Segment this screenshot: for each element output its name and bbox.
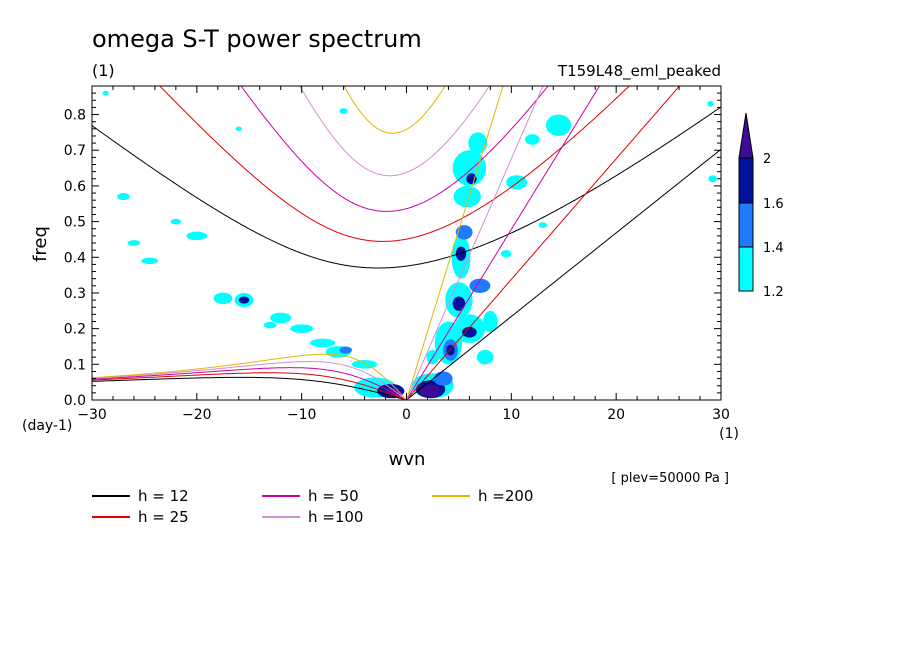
x-tick-label: 30 xyxy=(712,407,730,423)
contour-blob xyxy=(468,132,488,154)
contour-blob xyxy=(462,326,477,338)
legend: h = 12 h = 25 h = 50 h =100 h =200 xyxy=(92,487,533,526)
y-tick-label: 0.3 xyxy=(64,286,86,302)
x-tick-label: 10 xyxy=(502,407,520,423)
y-tick-label: 0.8 xyxy=(64,108,86,124)
y-axis: 0.0 0.1 0.2 0.3 0.4 0.5 0.6 0.7 0.8 xyxy=(64,92,721,409)
y-axis-label: freq xyxy=(30,226,51,262)
x-axis-label: wvn xyxy=(389,449,426,470)
contour-blob xyxy=(127,240,141,246)
contour-blob xyxy=(483,310,498,333)
contour-blob xyxy=(452,150,487,186)
plev-annotation: [ plev=50000 Pa ] xyxy=(611,471,729,486)
colorbar-label: 2 xyxy=(763,152,771,167)
colorbar-label: 1.6 xyxy=(763,197,784,212)
colorbar-swatch xyxy=(738,246,754,292)
contour-fills xyxy=(102,90,717,399)
chart-title: omega S-T power spectrum xyxy=(92,25,422,53)
contour-blob xyxy=(141,257,159,265)
y-tick-label: 0.1 xyxy=(64,357,86,373)
dispersion-line xyxy=(92,361,406,400)
dispersion-line xyxy=(406,86,601,400)
y-tick-label: 0.4 xyxy=(64,250,86,266)
y-unit-label: (day-1) xyxy=(22,418,72,434)
y-tick-label: 0.0 xyxy=(64,393,86,409)
dispersion-line xyxy=(92,376,406,400)
legend-label: h = 25 xyxy=(138,508,189,526)
contour-blob xyxy=(538,222,547,229)
x-tick-label: −10 xyxy=(287,407,317,423)
contour-blob xyxy=(707,100,714,107)
contour-blob xyxy=(290,324,314,333)
dispersion-line xyxy=(406,86,681,400)
chart-subtitle-left: (1) xyxy=(92,61,115,80)
dispersion-line xyxy=(92,372,406,400)
contour-blob xyxy=(419,384,441,398)
colorbar-swatch xyxy=(738,157,754,204)
dispersion-line xyxy=(92,367,406,400)
y-tick-label: 0.7 xyxy=(64,143,86,159)
y-tick-label: 0.6 xyxy=(64,179,86,195)
x-axis: −30 −20 −10 0 10 20 30 xyxy=(77,86,730,423)
contour-blob xyxy=(476,350,494,365)
contour-blob xyxy=(455,246,467,261)
contour-blob xyxy=(186,231,208,241)
contour-blob xyxy=(235,126,242,131)
colorbar: 1.2 1.4 1.6 2 xyxy=(738,112,784,300)
contour-blob xyxy=(433,371,453,386)
contour-blob xyxy=(270,312,292,324)
contour-blob xyxy=(238,296,250,304)
dispersion-line xyxy=(406,86,544,400)
y-tick-label: 0.2 xyxy=(64,322,86,338)
plot-frame xyxy=(91,85,722,401)
contour-blob xyxy=(708,175,717,183)
colorbar-label: 1.4 xyxy=(763,241,784,256)
colorbar-label: 1.2 xyxy=(763,285,784,300)
legend-label: h = 12 xyxy=(138,487,189,505)
dispersion-line xyxy=(406,148,721,400)
dispersion-line xyxy=(299,86,490,177)
contour-blob xyxy=(117,193,130,201)
x-tick-label: 0 xyxy=(402,407,411,423)
contour-blob xyxy=(102,90,109,96)
contour-blob xyxy=(452,296,466,311)
contour-blob xyxy=(524,134,540,145)
x-tick-label: 20 xyxy=(607,407,625,423)
y-tick-label: 0.5 xyxy=(64,215,86,231)
dispersion-line xyxy=(343,86,446,134)
colorbar-swatch xyxy=(738,112,754,159)
x-tick-label: −20 xyxy=(182,407,212,423)
legend-label: h = 50 xyxy=(308,487,359,505)
contour-blob xyxy=(263,321,277,329)
contour-blob xyxy=(453,185,481,208)
dispersion-line xyxy=(92,106,721,269)
dispersion-curves xyxy=(92,86,721,400)
dispersion-line xyxy=(406,86,504,400)
colorbar-swatch xyxy=(738,202,754,248)
dispersion-line xyxy=(240,86,549,212)
contour-blob xyxy=(339,108,348,114)
chart-subtitle-right: T159L48_eml_peaked xyxy=(557,62,721,81)
contour-blob xyxy=(545,114,572,136)
contour-blob xyxy=(500,250,512,258)
legend-label: h =200 xyxy=(478,487,533,505)
x-tick-label: −30 xyxy=(77,407,107,423)
contour-blob xyxy=(455,225,473,240)
x-unit-label: (1) xyxy=(719,426,739,442)
contour-blob xyxy=(339,346,352,354)
legend-label: h =100 xyxy=(308,508,363,526)
contour-blob xyxy=(213,292,233,305)
contour-blob xyxy=(170,218,182,225)
dispersion-line xyxy=(92,353,406,400)
contour-blob xyxy=(351,360,378,369)
contour-blob xyxy=(310,338,336,348)
dispersion-line xyxy=(159,86,630,242)
